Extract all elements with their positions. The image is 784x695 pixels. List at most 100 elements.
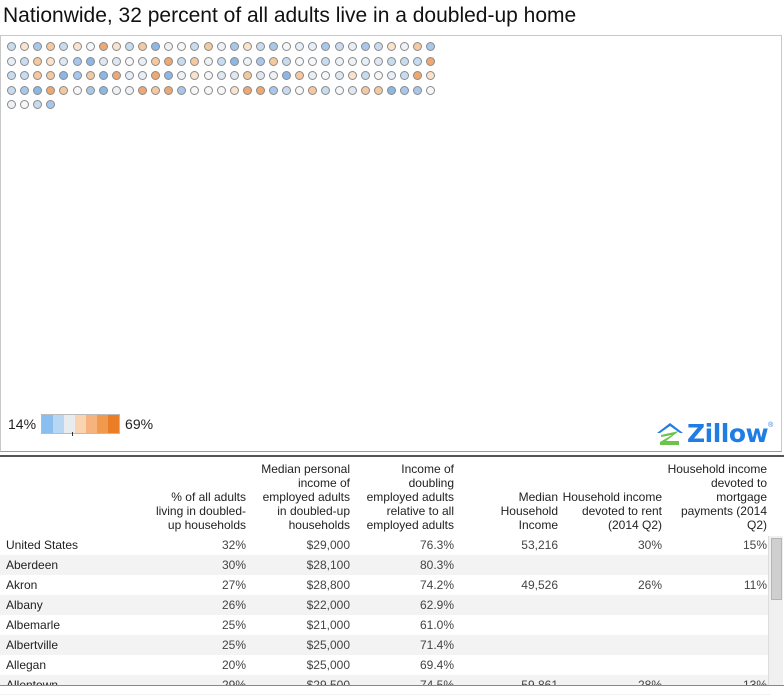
- metro-dot[interactable]: [426, 56, 436, 66]
- metro-dot[interactable]: [177, 71, 187, 80]
- metro-dot[interactable]: [282, 42, 292, 51]
- metro-dot[interactable]: [98, 71, 108, 80]
- metro-dot[interactable]: [151, 42, 161, 51]
- metro-dot[interactable]: [124, 42, 134, 51]
- metro-dot[interactable]: [334, 42, 344, 51]
- metro-dot[interactable]: [72, 71, 82, 80]
- metro-dot[interactable]: [85, 42, 95, 51]
- metro-dot[interactable]: [190, 56, 200, 66]
- metro-dot[interactable]: [242, 56, 252, 66]
- metro-dot[interactable]: [413, 71, 423, 80]
- metro-dot[interactable]: [308, 56, 318, 66]
- metro-dot[interactable]: [255, 71, 265, 80]
- metro-dot[interactable]: [321, 42, 331, 51]
- metro-dot[interactable]: [308, 42, 318, 51]
- metro-dot[interactable]: [255, 42, 265, 51]
- metro-dot[interactable]: [151, 56, 161, 66]
- metro-dot[interactable]: [269, 42, 278, 51]
- column-header-doubled-up-share[interactable]: % of all adults living in doubled-up hou…: [155, 490, 246, 532]
- metro-dot[interactable]: [321, 56, 331, 66]
- metro-dot[interactable]: [111, 42, 121, 51]
- metro-dot[interactable]: [413, 56, 423, 66]
- column-header-name[interactable]: [0, 462, 150, 535]
- table-row[interactable]: Albany 26% $22,000 62.9%: [0, 595, 771, 615]
- metro-dot[interactable]: [190, 85, 200, 95]
- metro-dot[interactable]: [255, 56, 265, 66]
- metro-dot[interactable]: [33, 71, 43, 80]
- metro-dot[interactable]: [360, 56, 370, 66]
- metro-dot[interactable]: [321, 85, 331, 95]
- metro-dot[interactable]: [46, 85, 56, 95]
- table-row[interactable]: Aberdeen 30% $28,100 80.3%: [0, 555, 771, 575]
- zillow-logo[interactable]: Zillow ®: [655, 419, 773, 448]
- metro-dot[interactable]: [33, 85, 43, 95]
- metro-dot[interactable]: [46, 71, 56, 80]
- metro-dot[interactable]: [373, 42, 383, 51]
- metro-dot[interactable]: [33, 100, 43, 109]
- metro-dot[interactable]: [426, 42, 436, 51]
- metro-dot[interactable]: [59, 71, 69, 80]
- metro-dot[interactable]: [242, 71, 252, 80]
- metro-dot[interactable]: [111, 71, 121, 80]
- metro-dot[interactable]: [20, 42, 30, 51]
- scrollbar-thumb[interactable]: [771, 538, 782, 600]
- table-row[interactable]: Albertville 25% $25,000 71.4%: [0, 635, 771, 655]
- metro-dot[interactable]: [59, 85, 69, 95]
- metro-dot[interactable]: [151, 71, 161, 80]
- metro-dot[interactable]: [386, 71, 396, 80]
- metro-dot[interactable]: [177, 42, 187, 51]
- metro-dot[interactable]: [7, 42, 16, 51]
- metro-dot[interactable]: [164, 71, 174, 80]
- metro-dot[interactable]: [33, 56, 43, 66]
- metro-dot[interactable]: [203, 56, 213, 66]
- metro-dot[interactable]: [98, 85, 108, 95]
- metro-dot[interactable]: [72, 85, 82, 95]
- metro-dot[interactable]: [7, 71, 16, 80]
- metro-dot[interactable]: [124, 71, 134, 80]
- metro-dot[interactable]: [98, 42, 108, 51]
- metro-dot[interactable]: [20, 71, 30, 80]
- metro-dot[interactable]: [386, 85, 396, 95]
- table-scrollbar[interactable]: [768, 536, 783, 688]
- metro-dot[interactable]: [347, 85, 357, 95]
- metro-dot[interactable]: [373, 71, 383, 80]
- metro-dot[interactable]: [111, 56, 121, 66]
- metro-dot[interactable]: [164, 85, 174, 95]
- metro-dot[interactable]: [308, 71, 318, 80]
- metro-dot[interactable]: [98, 56, 108, 66]
- metro-dot[interactable]: [111, 85, 121, 95]
- metro-dot[interactable]: [190, 71, 200, 80]
- column-header-median-household-income[interactable]: Median Household Income: [500, 490, 558, 532]
- table-row[interactable]: Akron 27% $28,800 74.2% 49,526 26% 11%: [0, 575, 771, 595]
- metro-dot[interactable]: [229, 56, 239, 66]
- metro-dot[interactable]: [269, 56, 278, 66]
- metro-dot[interactable]: [190, 42, 200, 51]
- metro-dot[interactable]: [347, 56, 357, 66]
- metro-dot[interactable]: [334, 56, 344, 66]
- metro-dot[interactable]: [20, 56, 30, 66]
- column-header-mortgage-share[interactable]: Household income devoted to mortgage pay…: [667, 462, 767, 532]
- metro-dot[interactable]: [7, 85, 16, 95]
- metro-dot[interactable]: [426, 71, 436, 80]
- column-header-relative-income[interactable]: Income of doubling employed adults relat…: [366, 462, 454, 532]
- table-row[interactable]: Allegan 20% $25,000 69.4%: [0, 655, 771, 675]
- metro-dot[interactable]: [413, 42, 423, 51]
- metro-dot[interactable]: [242, 85, 252, 95]
- metro-dot[interactable]: [282, 85, 292, 95]
- metro-dot[interactable]: [400, 56, 409, 66]
- metro-dot[interactable]: [426, 85, 436, 95]
- metro-dot[interactable]: [138, 85, 147, 95]
- metro-dot[interactable]: [85, 71, 95, 80]
- metro-dot[interactable]: [360, 85, 370, 95]
- metro-dot[interactable]: [373, 56, 383, 66]
- column-header-rent-share[interactable]: Household income devoted to rent (2014 Q…: [562, 490, 662, 532]
- metro-dot[interactable]: [400, 42, 409, 51]
- metro-dot[interactable]: [203, 85, 213, 95]
- metro-dot[interactable]: [295, 56, 305, 66]
- metro-dot[interactable]: [386, 56, 396, 66]
- metro-dot[interactable]: [46, 100, 56, 109]
- metro-dot[interactable]: [295, 71, 305, 80]
- metro-dot[interactable]: [203, 42, 213, 51]
- metro-dot[interactable]: [334, 71, 344, 80]
- metro-dot[interactable]: [124, 56, 134, 66]
